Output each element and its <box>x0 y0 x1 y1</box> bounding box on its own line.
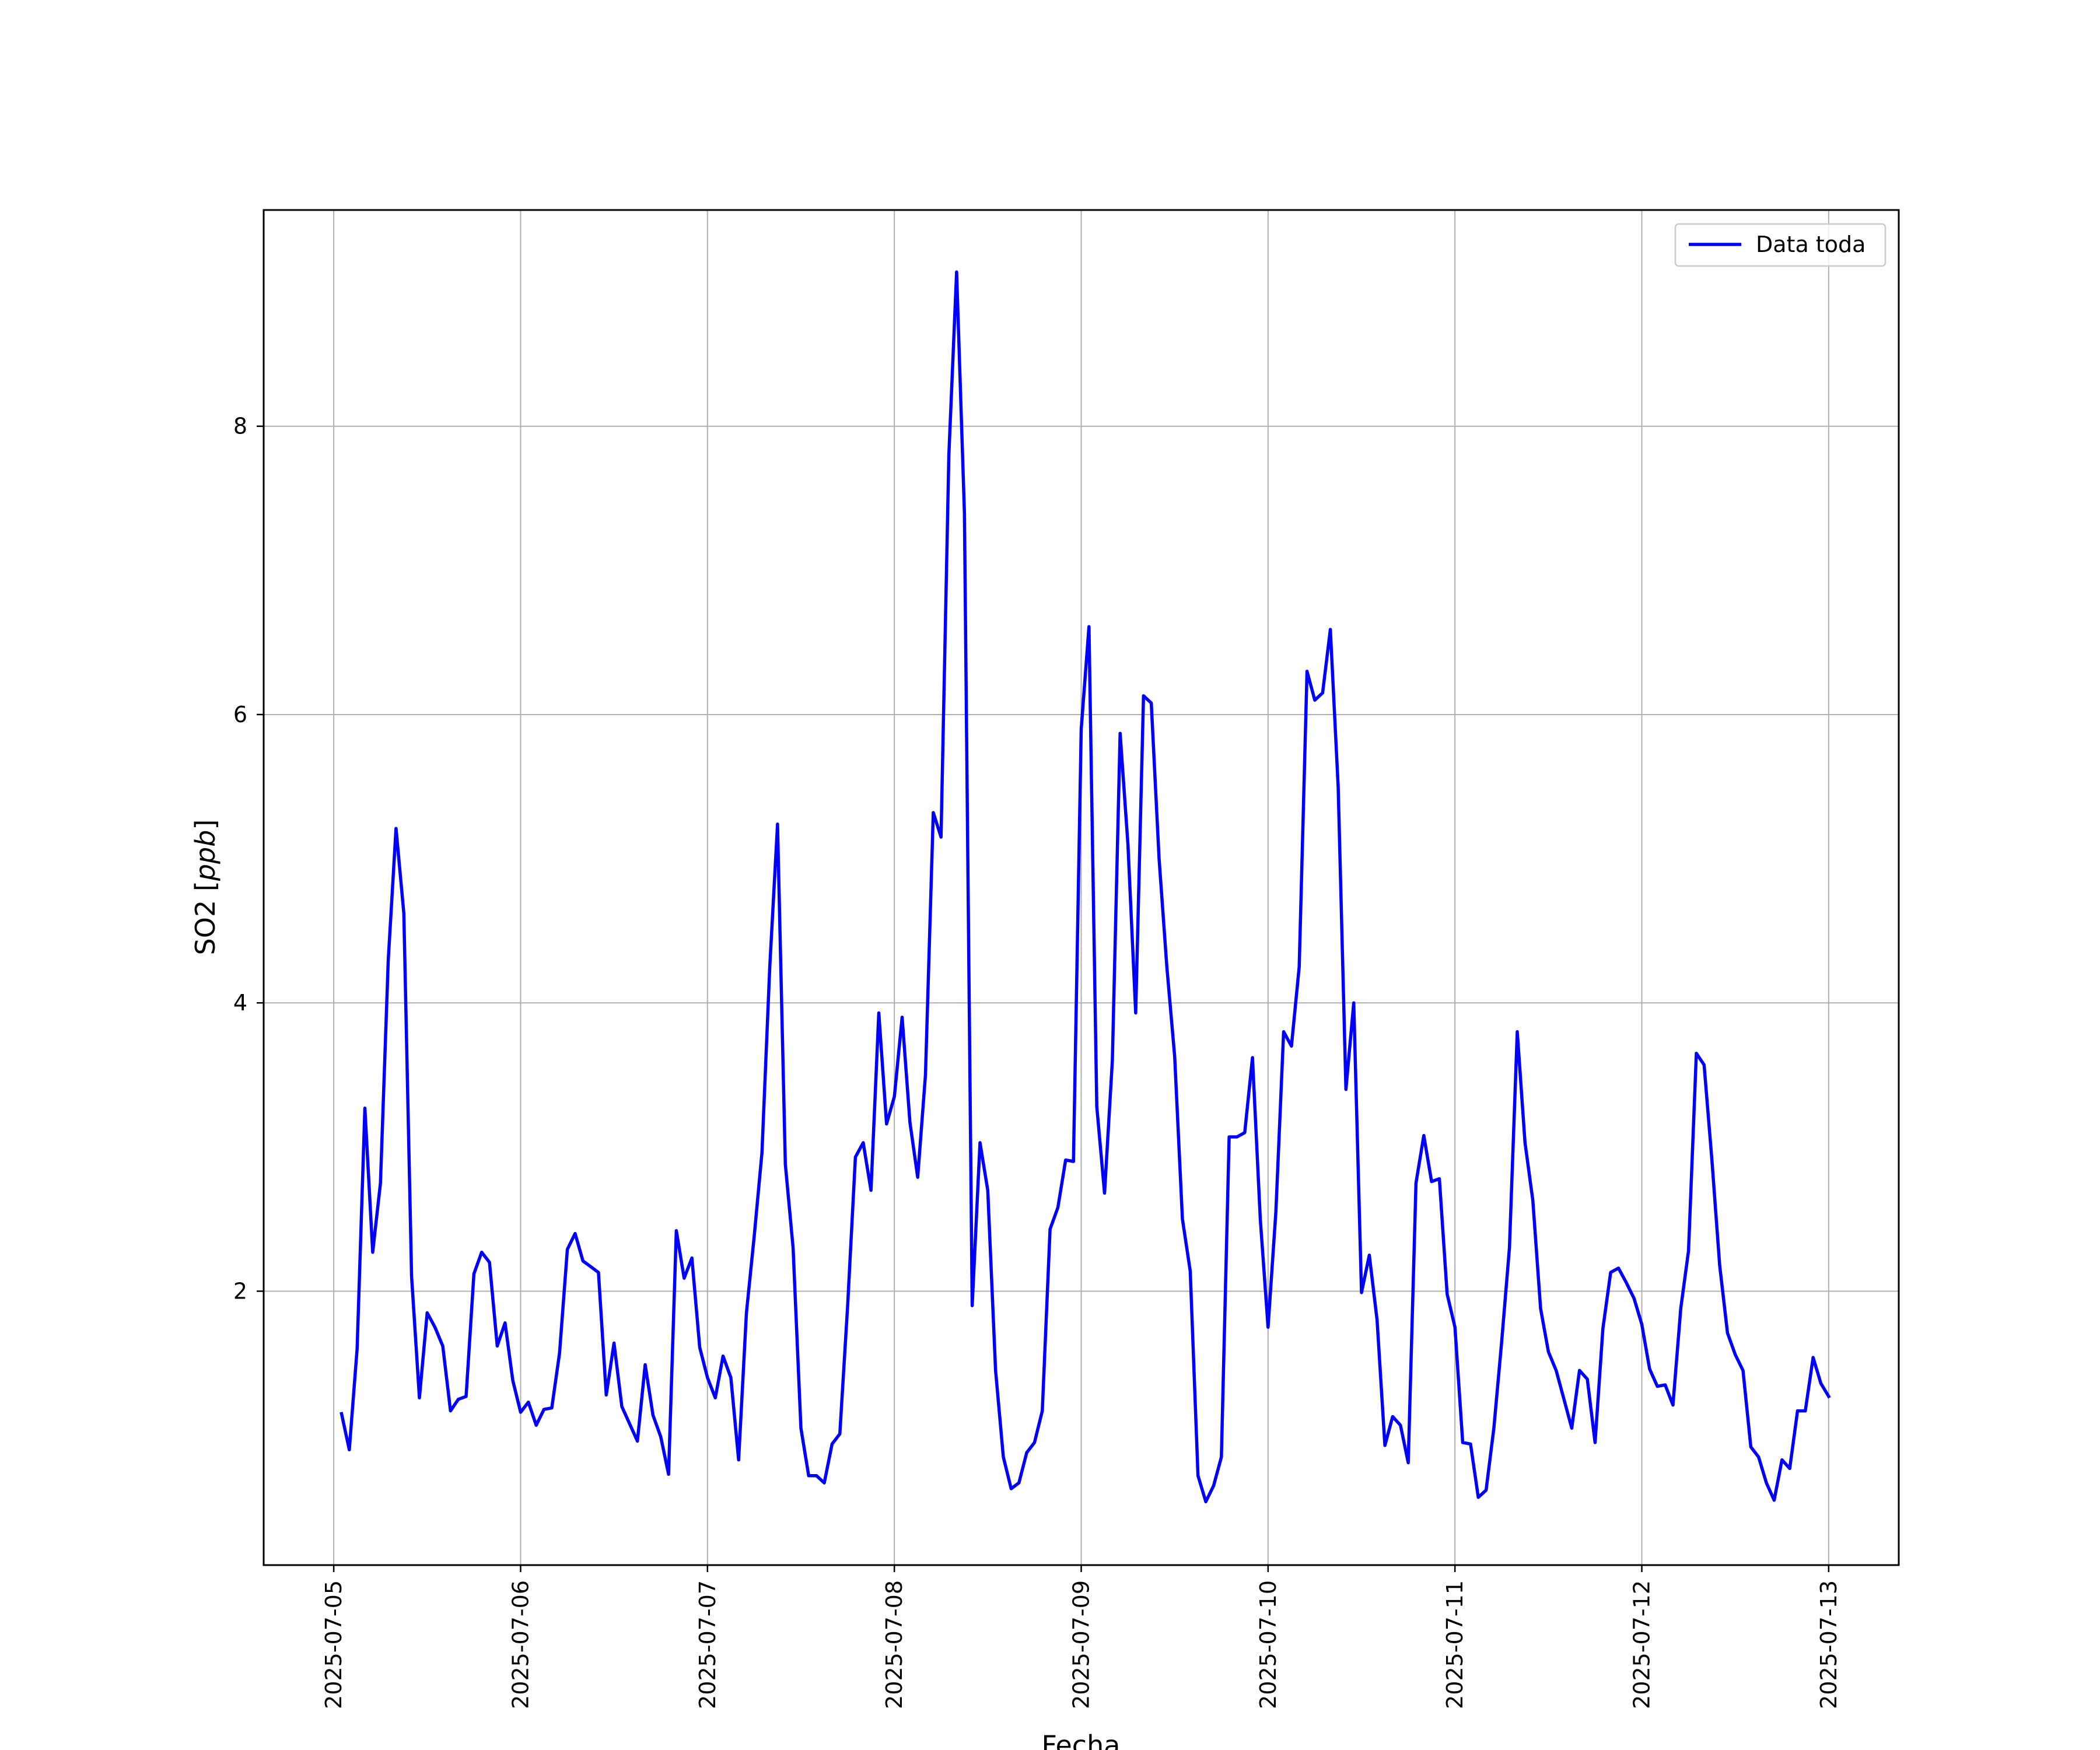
y-axis-label: SO2 [ppb] <box>190 820 221 956</box>
x-tick-label: 2025-07-11 <box>1442 1580 1468 1709</box>
series-line-data-toda <box>340 270 1831 1504</box>
grid-lines <box>264 210 1899 1565</box>
legend: Data toda <box>1674 223 1887 267</box>
x-tick-label: 2025-07-13 <box>1816 1580 1842 1709</box>
y-tick-label: 8 <box>233 414 247 439</box>
x-tick-label: 2025-07-10 <box>1255 1580 1281 1709</box>
x-tick-label: 2025-07-07 <box>695 1580 720 1709</box>
legend-box <box>1674 223 1887 267</box>
x-tick-label: 2025-07-06 <box>508 1580 533 1709</box>
x-tick-label: 2025-07-12 <box>1629 1580 1655 1709</box>
y-axis-ticks: 2 4 6 8 <box>233 414 264 1304</box>
plot-frame <box>262 209 1900 1566</box>
y-axis-label-close: ] <box>190 820 221 830</box>
x-tick-label: 2025-07-08 <box>881 1580 907 1709</box>
x-tick-label: 2025-07-09 <box>1069 1580 1094 1709</box>
legend-label: Data toda <box>1756 232 1866 257</box>
y-axis-label-name: SO2 [ <box>190 881 221 955</box>
x-axis-label: Fecha <box>1042 1730 1121 1750</box>
y-axis-label-unit: ppb <box>190 830 221 882</box>
y-tick-label: 4 <box>233 990 247 1016</box>
y-tick-label: 6 <box>233 702 247 727</box>
x-tick-label: 2025-07-05 <box>321 1580 346 1709</box>
x-axis-ticks: 2025-07-05 2025-07-06 2025-07-07 2025-07-08… <box>321 1565 1842 1709</box>
y-tick-label: 2 <box>233 1278 247 1304</box>
